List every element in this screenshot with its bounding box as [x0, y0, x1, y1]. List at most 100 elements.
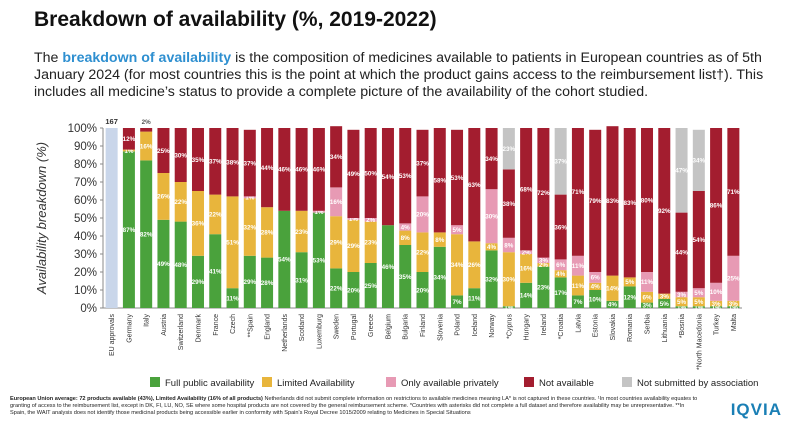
bar-segment [416, 232, 429, 272]
value-label: 8% [504, 242, 514, 249]
bar-segment [554, 259, 567, 271]
x-tick-label: England [265, 314, 272, 340]
value-label: 4% [556, 271, 566, 278]
value-label: 22% [330, 286, 343, 293]
bar-segment [623, 128, 636, 278]
legend-swatch [262, 377, 272, 387]
value-label: 3% [660, 294, 670, 301]
bar-segment [710, 128, 723, 283]
value-label: 25% [364, 283, 377, 290]
bar-segment [589, 290, 602, 308]
x-tick-label: EU approvals [109, 314, 116, 357]
bar-segment [554, 194, 567, 260]
bar-segment [589, 129, 602, 272]
footnote: European Union average: 72 products avai… [10, 396, 700, 417]
value-label: 37% [209, 159, 222, 166]
bar-segment [710, 300, 723, 307]
bar-segment [330, 216, 343, 269]
x-tick-label: Netherlands [282, 314, 289, 352]
value-label: 49% [347, 171, 360, 178]
x-tick-label: Switzerland [178, 314, 185, 350]
value-label: 23% [537, 285, 550, 292]
bar-segment [641, 291, 654, 303]
bar-segment [485, 250, 498, 308]
value-label: 37% [416, 160, 429, 167]
y-tick-label: 10% [74, 285, 97, 297]
value-label: 37% [554, 159, 567, 166]
bar-segment [312, 128, 325, 211]
bar-segment [554, 128, 567, 195]
bar-segment [157, 128, 170, 173]
bar-segment [209, 234, 222, 308]
x-tick-label: Latvia [575, 314, 582, 333]
y-tick-label: 0% [80, 303, 97, 315]
bar-segment [589, 272, 602, 283]
eu-approvals-count: 167 [105, 117, 118, 126]
value-label: 12% [623, 295, 636, 302]
value-label: 17% [554, 290, 567, 297]
value-label: 2% [366, 217, 376, 224]
value-label: 79% [589, 198, 602, 205]
value-label: 36% [192, 221, 205, 228]
value-label: 54% [382, 174, 395, 181]
bar-segment [399, 230, 412, 245]
bar-segment [554, 270, 567, 278]
bar-segment [243, 198, 256, 256]
bar-segment [468, 241, 481, 289]
x-tick-label: *North Macedonia [696, 314, 703, 370]
value-label: 3% [642, 303, 652, 310]
value-label: 34% [330, 154, 343, 161]
value-label: 22% [209, 212, 222, 219]
x-tick-label: *Cyprus [506, 314, 513, 339]
bar-segment [520, 128, 533, 251]
legend-swatch [150, 377, 160, 387]
bar-segment [692, 129, 705, 191]
y-tick-label: 100% [68, 123, 97, 135]
value-label: 83% [623, 200, 636, 207]
value-label: 34% [451, 262, 464, 269]
bar-segment [226, 288, 239, 308]
value-label: 1% [677, 304, 687, 311]
bar-segment [571, 295, 584, 308]
subtitle-text: is the composition of medicines availabl… [34, 50, 764, 100]
value-label: 10% [589, 296, 602, 303]
bar-segment [520, 282, 533, 308]
bar-segment [727, 300, 740, 307]
value-label: 82% [140, 232, 153, 239]
bar-segment [399, 245, 412, 308]
bar-segment [692, 306, 705, 308]
x-tick-label: Portugal [351, 314, 358, 341]
bar-segment [191, 128, 204, 191]
bar-segment [520, 254, 533, 283]
bar-segment [537, 257, 550, 263]
value-label: 7% [573, 299, 583, 306]
bar-segment [451, 295, 464, 308]
x-tick-label: Germany [126, 314, 133, 343]
bar-segment [433, 246, 446, 308]
value-label: 68% [520, 187, 533, 194]
value-label: 46% [278, 167, 291, 174]
bar-segment [433, 232, 446, 247]
x-tick-label: Iceland [472, 314, 479, 337]
x-tick-label: *Croatia [558, 314, 565, 339]
x-tick-label: Turkey [714, 314, 721, 336]
value-label: 6% [556, 262, 566, 269]
bar-segment [209, 128, 222, 195]
value-label: 30% [485, 214, 498, 221]
value-label: 6% [591, 275, 601, 282]
bar-segment [451, 234, 464, 296]
x-tick-label: Ireland [541, 314, 548, 336]
value-label: 6% [642, 295, 652, 302]
x-tick-label: Greece [368, 314, 375, 337]
bar-segment [330, 126, 343, 188]
bar-segment [537, 266, 550, 308]
x-tick-label: Czech [230, 314, 237, 334]
bar-segment [675, 128, 688, 213]
value-label: 25% [727, 276, 740, 283]
value-label: 1% [694, 304, 704, 311]
value-label: 1% [124, 148, 134, 155]
y-tick-label: 50% [74, 213, 97, 225]
value-label: 32% [243, 224, 256, 231]
value-label: 35% [399, 274, 412, 281]
value-label: 1% [349, 216, 359, 223]
